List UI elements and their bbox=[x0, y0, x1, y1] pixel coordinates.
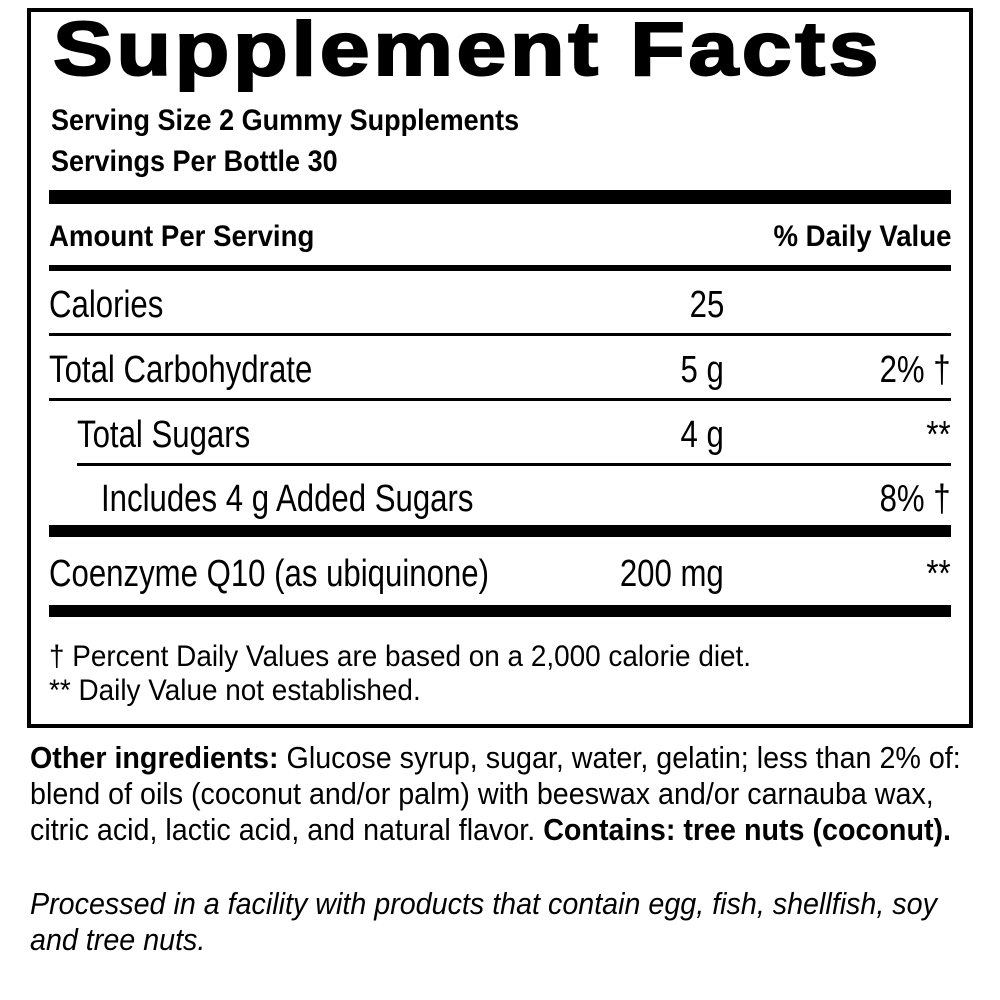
amount-per-serving-header: Amount Per Serving bbox=[49, 220, 315, 253]
row-dv: 2% † bbox=[879, 349, 951, 391]
row-dv: 8% † bbox=[879, 478, 951, 520]
other-ingredients-label: Other ingredients: bbox=[30, 740, 279, 775]
row-name: Total Sugars bbox=[77, 414, 251, 456]
footnote-dv: † Percent Daily Values are based on a 2,… bbox=[49, 640, 752, 673]
other-ingredients: Other ingredients: Glucose syrup, sugar,… bbox=[30, 740, 974, 848]
facility-statement: Processed in a facility with products th… bbox=[30, 886, 937, 957]
row-dv: ** bbox=[926, 414, 951, 456]
row-name: Coenzyme Q10 (as ubiquinone) bbox=[49, 553, 489, 595]
thick-divider bbox=[49, 525, 951, 537]
row-name: Calories bbox=[49, 284, 164, 326]
medium-divider bbox=[49, 265, 951, 271]
thick-divider bbox=[49, 190, 951, 204]
footnote-not-established: ** Daily Value not established. bbox=[49, 674, 421, 707]
row-amount: 5 g bbox=[680, 349, 724, 391]
row-dv: ** bbox=[926, 553, 951, 595]
serving-size: Serving Size 2 Gummy Supplements bbox=[51, 104, 520, 137]
thick-divider bbox=[49, 605, 951, 617]
row-amount: 200 mg bbox=[620, 553, 724, 595]
row-amount: 25 bbox=[689, 284, 724, 326]
thin-divider bbox=[49, 398, 951, 401]
thin-divider bbox=[77, 463, 951, 466]
thin-divider bbox=[49, 333, 951, 336]
servings-per-container: Servings Per Bottle 30 bbox=[51, 145, 338, 178]
row-amount: 4 g bbox=[680, 414, 724, 456]
other-ingredients-text: Glucose syrup, sugar, water, gelatin; le… bbox=[30, 740, 961, 847]
row-name: Includes 4 g Added Sugars bbox=[101, 478, 474, 520]
row-name: Total Carbohydrate bbox=[49, 349, 313, 391]
daily-value-header: % Daily Value bbox=[773, 220, 951, 253]
panel-title: Supplement Facts bbox=[52, 6, 883, 93]
supplement-facts-panel: Supplement Facts Serving Size 2 Gummy Su… bbox=[27, 6, 973, 728]
contains-allergens: Contains: tree nuts (coconut). bbox=[543, 812, 952, 847]
